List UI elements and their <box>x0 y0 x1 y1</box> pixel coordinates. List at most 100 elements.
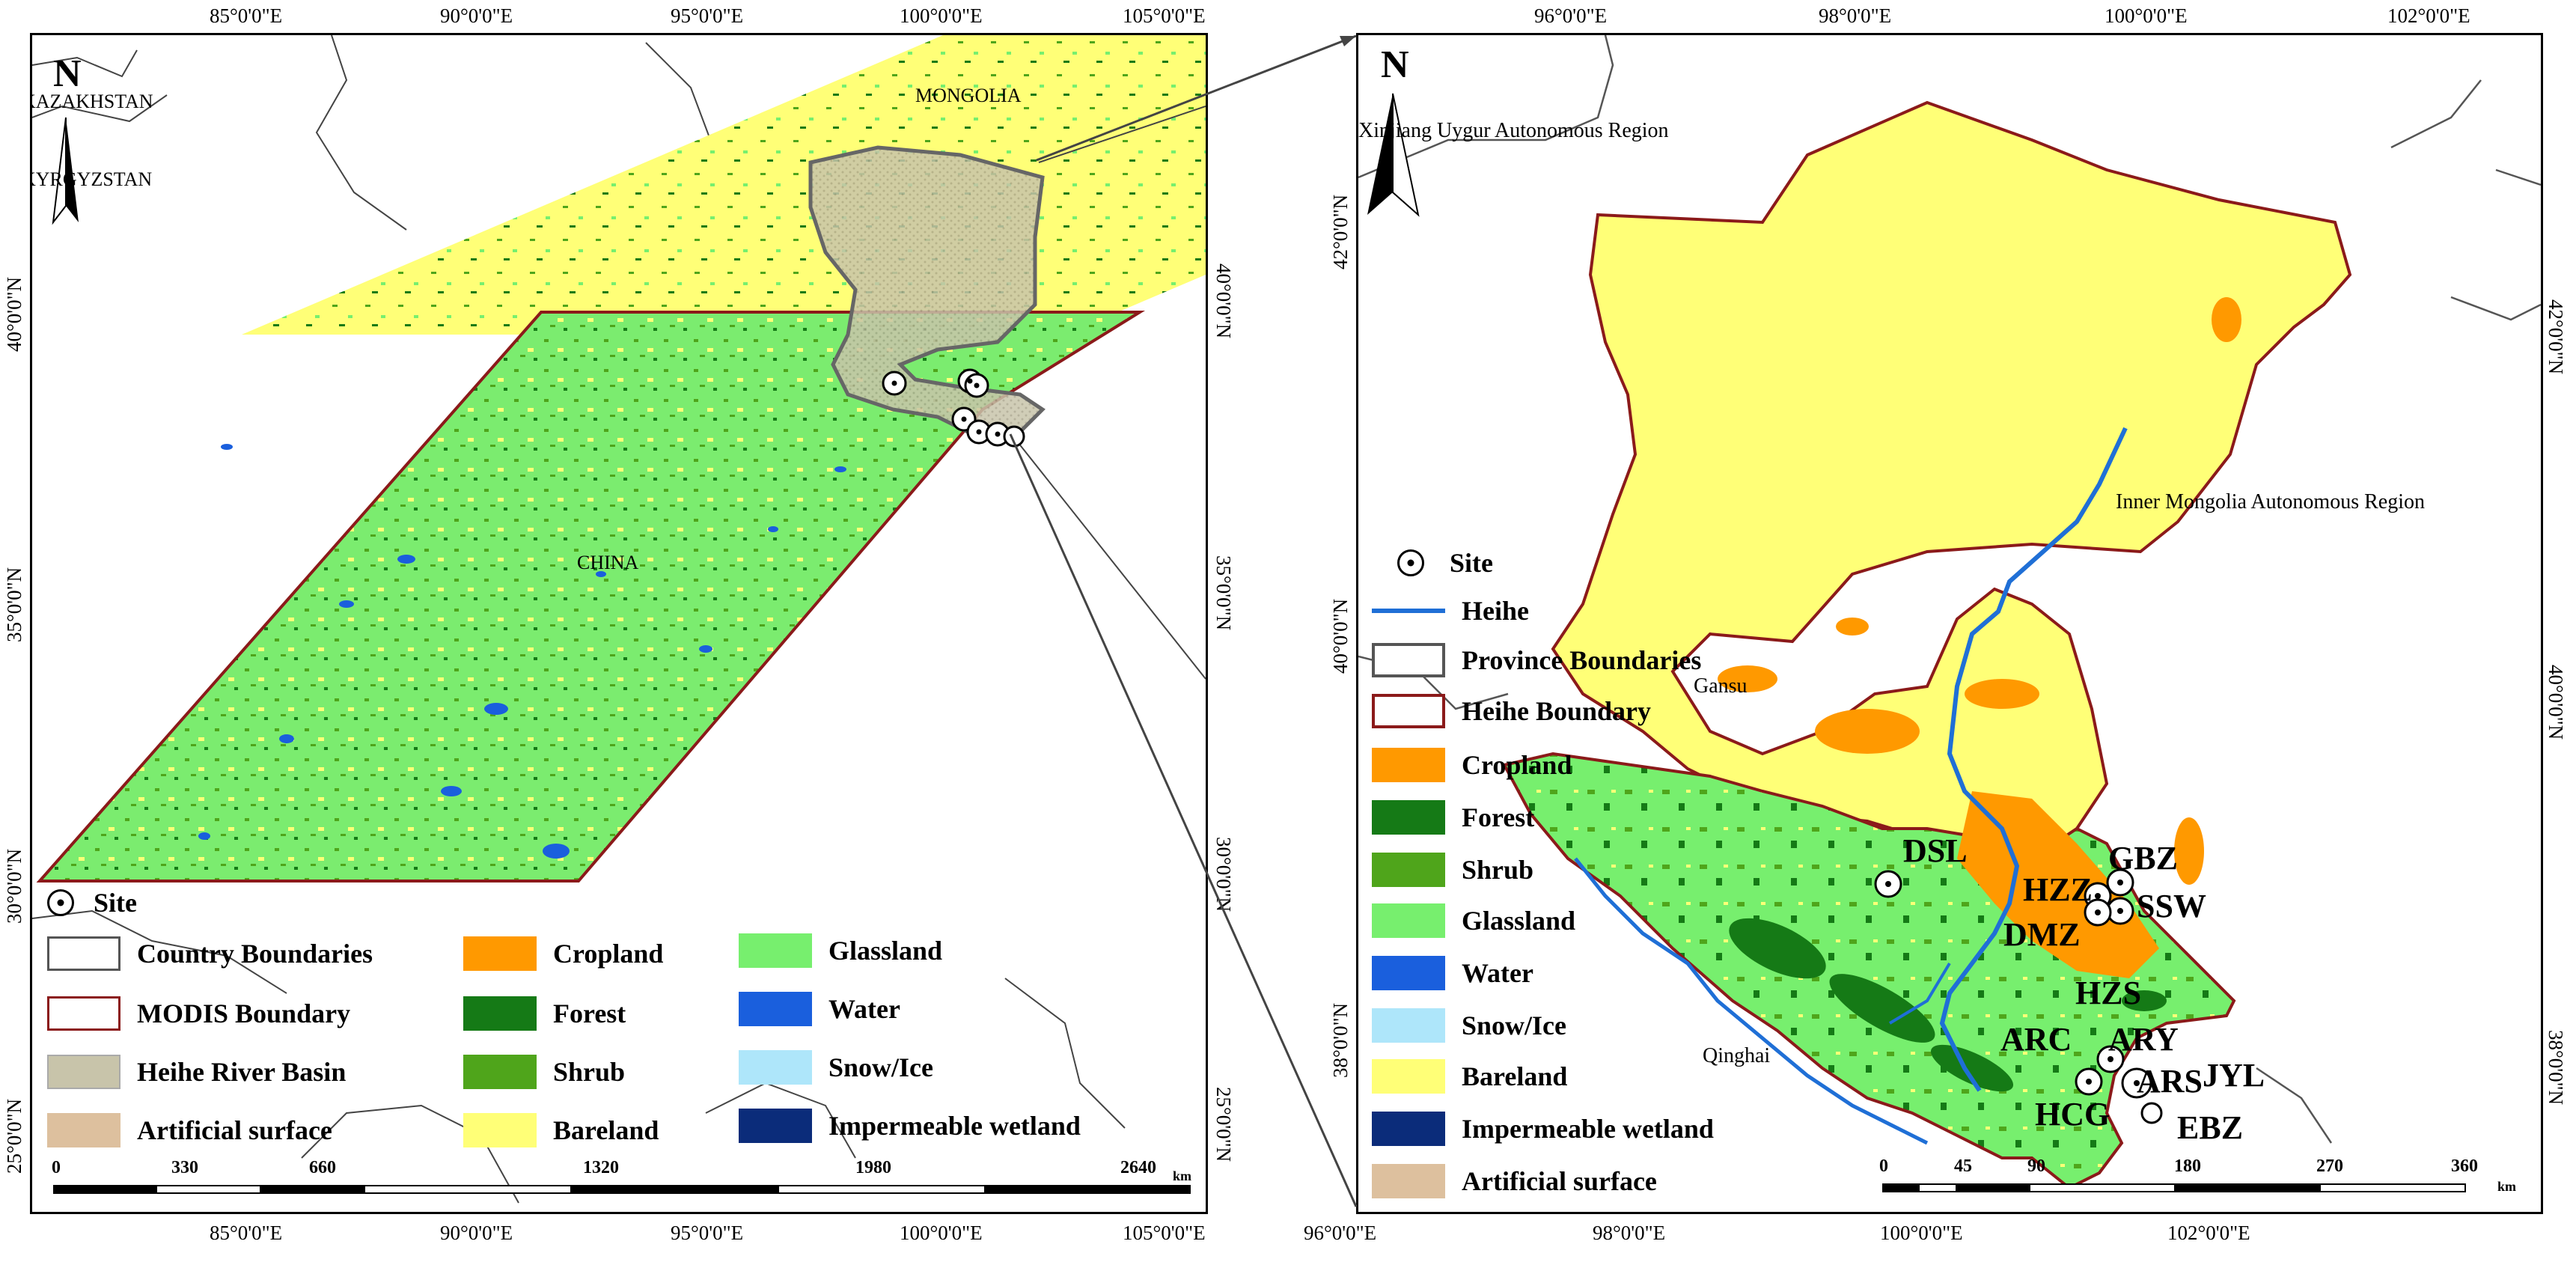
left-bottom-tick-1: 90°0'0"E <box>440 1222 513 1244</box>
site-symbol-icon <box>47 889 74 916</box>
r-legend-artificial: Artificial surface <box>1372 1164 1657 1198</box>
site-label-ary: ARY <box>2108 1021 2179 1058</box>
forest-swatch <box>1372 800 1445 835</box>
legend-artificial: Artificial surface <box>47 1113 332 1147</box>
legend-country: Country Boundaries <box>47 936 373 971</box>
legend-bareland: Bareland <box>463 1113 659 1147</box>
left-right-tick-0: 40°0'0"N <box>1212 263 1235 339</box>
scale-right-4: 270 <box>2316 1156 2343 1176</box>
right-map-panel: N Xinjiang Uygur Autonomous Region Inner… <box>1356 33 2543 1214</box>
site-label-ssw: SSW <box>2137 888 2206 924</box>
legend-water: Water <box>739 992 900 1026</box>
r-legend-snow: Snow/Ice <box>1372 1008 1566 1043</box>
left-right-tick-1: 35°0'0"N <box>1212 555 1235 631</box>
north-arrow-right <box>1367 93 1420 217</box>
scale-right-5: 360 <box>2451 1156 2478 1176</box>
left-top-tick-4: 105°0'0"E <box>1123 4 1206 27</box>
right-bottom-tick-2: 100°0'0"E <box>1880 1222 1963 1244</box>
bareland-swatch <box>463 1113 537 1147</box>
left-left-tick-0: 40°0'0"N <box>3 276 25 352</box>
left-left-tick-2: 30°0'0"N <box>3 848 25 924</box>
left-map-canvas <box>32 35 1206 1204</box>
right-left-tick-2: 38°0'0"N <box>1329 1002 1352 1078</box>
heihe-basin-polygon <box>808 145 1046 442</box>
country-boundary-lines <box>32 35 1126 1204</box>
snow-swatch <box>739 1050 812 1085</box>
scale-left-5: 2640 <box>1120 1158 1156 1177</box>
left-bottom-tick-2: 95°0'0"E <box>671 1222 744 1244</box>
scale-bar-left <box>53 1185 1191 1194</box>
place-xinjiang: Xinjiang Uygur Autonomous Region <box>1358 119 1669 142</box>
legend-forest: Forest <box>463 996 626 1031</box>
r-legend-site: Site <box>1397 547 1493 579</box>
site-symbol-icon <box>1397 549 1424 576</box>
place-china: CHINA <box>577 552 639 573</box>
r-legend-shrub: Shrub <box>1372 853 1533 887</box>
scale-left-1: 330 <box>171 1158 198 1177</box>
site-label-ebz: EBZ <box>2177 1109 2244 1146</box>
r-legend-wetland: Impermeable wetland <box>1372 1112 1714 1146</box>
r-legend-heihe: Heihe <box>1372 595 1529 627</box>
left-bottom-tick-0: 85°0'0"E <box>210 1222 283 1244</box>
forest-patches <box>1729 918 2167 1092</box>
scale-left-0: 0 <box>52 1158 61 1177</box>
heihe-branch-line <box>1888 962 1951 1025</box>
wetland-swatch <box>1372 1112 1445 1146</box>
scale-left-2: 660 <box>309 1158 336 1177</box>
site-label-ars: ARS <box>2137 1063 2203 1100</box>
left-top-tick-3: 100°0'0"E <box>900 4 983 27</box>
north-label-right: N <box>1381 43 1409 86</box>
cropland-swatch <box>1372 748 1445 782</box>
left-right-tick-2: 30°0'0"N <box>1212 837 1235 912</box>
right-right-tick-0: 42°0'0"N <box>2545 299 2567 375</box>
shrub-swatch <box>1372 853 1445 887</box>
boundary-swatch <box>1372 694 1445 728</box>
right-bottom-tick-1: 98°0'0"E <box>1593 1222 1666 1244</box>
modis-area <box>40 312 1140 881</box>
place-qinghai: Qinghai <box>1703 1044 1771 1067</box>
heihe-tributary-line <box>1574 857 1929 1145</box>
left-left-tick-1: 35°0'0"N <box>3 567 25 642</box>
left-map-panel: N KAZAKHSTAN KYRGYZSTAN MONGOLIA CHINA S… <box>30 33 1208 1214</box>
glassland-swatch <box>1372 903 1445 938</box>
left-right-tick-3: 25°0'0"N <box>1212 1087 1235 1162</box>
scale-right-unit: km <box>2497 1179 2517 1194</box>
r-legend-forest: Forest <box>1372 800 1534 835</box>
site-label-dsl: DSL <box>1903 832 1968 869</box>
place-inner-mongolia: Inner Mongolia Autonomous Region <box>2116 490 2425 513</box>
scale-bar-right <box>1882 1183 2466 1192</box>
left-site-dots <box>891 378 1001 437</box>
legend-cropland: Cropland <box>463 936 663 971</box>
left-top-tick-2: 95°0'0"E <box>671 4 744 27</box>
scale-right-1: 45 <box>1954 1156 1972 1176</box>
r-legend-province: Province Boundaries <box>1372 643 1701 677</box>
glassland-swatch <box>739 933 812 968</box>
right-left-tick-1: 40°0'0"N <box>1329 598 1352 674</box>
right-bottom-tick-0: 96°0'0"E <box>1304 1222 1377 1244</box>
left-bottom-tick-3: 100°0'0"E <box>900 1222 983 1244</box>
bareland-swatch <box>1372 1059 1445 1094</box>
scale-right-3: 180 <box>2174 1156 2201 1176</box>
site-label-dmz: DMZ <box>2003 916 2081 953</box>
site-label-hzz: HZZ <box>2023 871 2093 908</box>
site-label-arc: ARC <box>2000 1021 2072 1058</box>
r-legend-glassland: Glassland <box>1372 903 1575 938</box>
modis-swatch <box>47 996 120 1031</box>
left-left-tick-3: 25°0'0"N <box>3 1098 25 1174</box>
right-map-canvas <box>1358 35 2541 1190</box>
left-top-tick-0: 85°0'0"E <box>210 4 283 27</box>
place-kyrgyzstan: KYRGYZSTAN <box>30 168 153 190</box>
right-site-dots <box>1885 880 2140 1086</box>
right-left-tick-0: 42°0'0"N <box>1329 194 1352 269</box>
site-label-gbz: GBZ <box>2108 840 2178 877</box>
legend-wetland: Impermeable wetland <box>739 1109 1081 1143</box>
legend-snow: Snow/Ice <box>739 1050 933 1085</box>
r-legend-water: Water <box>1372 956 1533 990</box>
north-label-left: N <box>53 52 82 95</box>
site-label-jyl: JYL <box>2203 1057 2265 1094</box>
legend-shrub: Shrub <box>463 1055 625 1089</box>
province-swatch <box>1372 643 1445 677</box>
artificial-swatch <box>1372 1164 1445 1198</box>
site-label-hcg: HCG <box>2035 1096 2110 1133</box>
scale-left-unit: km <box>1173 1168 1192 1183</box>
